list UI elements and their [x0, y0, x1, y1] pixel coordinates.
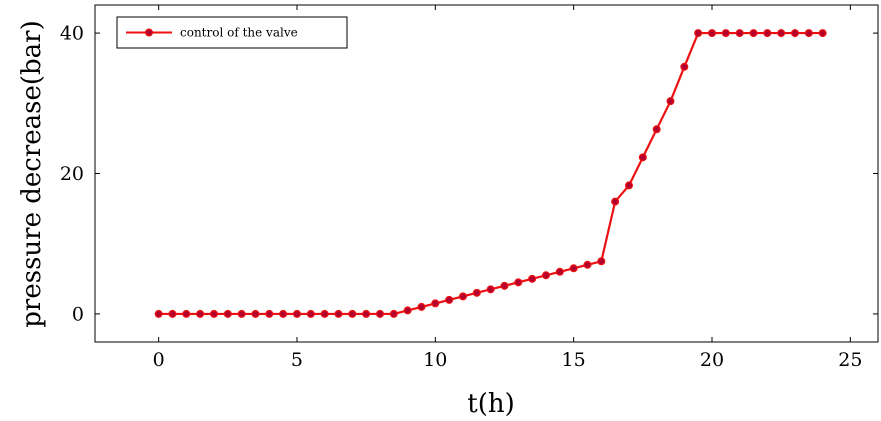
data-point — [624, 181, 633, 190]
data-point — [362, 309, 371, 318]
data-point — [417, 302, 426, 311]
data-point — [196, 309, 205, 318]
x-tick-labels: 0 5 10 15 20 25 — [153, 349, 863, 371]
x-tick-label: 20 — [700, 349, 724, 371]
data-point — [597, 257, 606, 266]
series-layer — [154, 29, 827, 318]
data-point — [458, 292, 467, 301]
data-point — [611, 197, 620, 206]
data-point — [251, 309, 260, 318]
data-point — [500, 281, 509, 290]
data-point — [168, 309, 177, 318]
x-tick-label: 10 — [423, 349, 447, 371]
data-point — [707, 29, 716, 38]
y-tick-label: 0 — [72, 303, 84, 325]
data-point — [375, 309, 384, 318]
data-point — [237, 309, 246, 318]
data-point — [334, 309, 343, 318]
data-point — [403, 306, 412, 315]
data-point — [583, 260, 592, 269]
legend-marker-sample — [145, 28, 154, 37]
data-point — [445, 295, 454, 304]
x-tick-label: 0 — [153, 349, 165, 371]
data-point — [804, 29, 813, 38]
data-point — [486, 285, 495, 294]
data-point — [652, 125, 661, 134]
data-point — [431, 299, 440, 308]
data-point — [694, 29, 703, 38]
y-tick-label: 40 — [60, 23, 84, 45]
data-point — [735, 29, 744, 38]
data-point — [292, 309, 301, 318]
y-tick-label: 20 — [60, 163, 84, 185]
legend: control of the valve — [116, 16, 348, 49]
x-tick-label: 25 — [838, 349, 862, 371]
data-point — [541, 271, 550, 280]
data-point — [472, 288, 481, 297]
x-tick-label: 15 — [562, 349, 586, 371]
data-point — [763, 29, 772, 38]
data-point — [154, 309, 163, 318]
data-point — [306, 309, 315, 318]
x-tick-label: 5 — [291, 349, 303, 371]
data-point — [569, 264, 578, 273]
x-axis-label: t(h) — [467, 389, 514, 419]
data-point — [209, 309, 218, 318]
data-point — [389, 309, 398, 318]
legend-label: control of the valve — [180, 26, 298, 40]
data-point — [818, 29, 827, 38]
data-point — [514, 278, 523, 287]
data-point — [777, 29, 786, 38]
data-point — [680, 62, 689, 71]
data-point — [790, 29, 799, 38]
data-point — [555, 267, 564, 276]
data-point — [320, 309, 329, 318]
data-point — [265, 309, 274, 318]
data-point — [721, 29, 730, 38]
data-point — [528, 274, 537, 283]
data-point — [279, 309, 288, 318]
y-tick-labels: 0 20 40 — [60, 23, 84, 326]
axis-ticks — [95, 5, 878, 342]
y-axis-label: pressure decrease(bar) — [17, 20, 47, 327]
data-point — [638, 153, 647, 162]
data-point — [348, 309, 357, 318]
data-point — [666, 97, 675, 106]
data-point — [182, 309, 191, 318]
data-point — [749, 29, 758, 38]
data-point — [223, 309, 232, 318]
series-line — [158, 31, 823, 316]
